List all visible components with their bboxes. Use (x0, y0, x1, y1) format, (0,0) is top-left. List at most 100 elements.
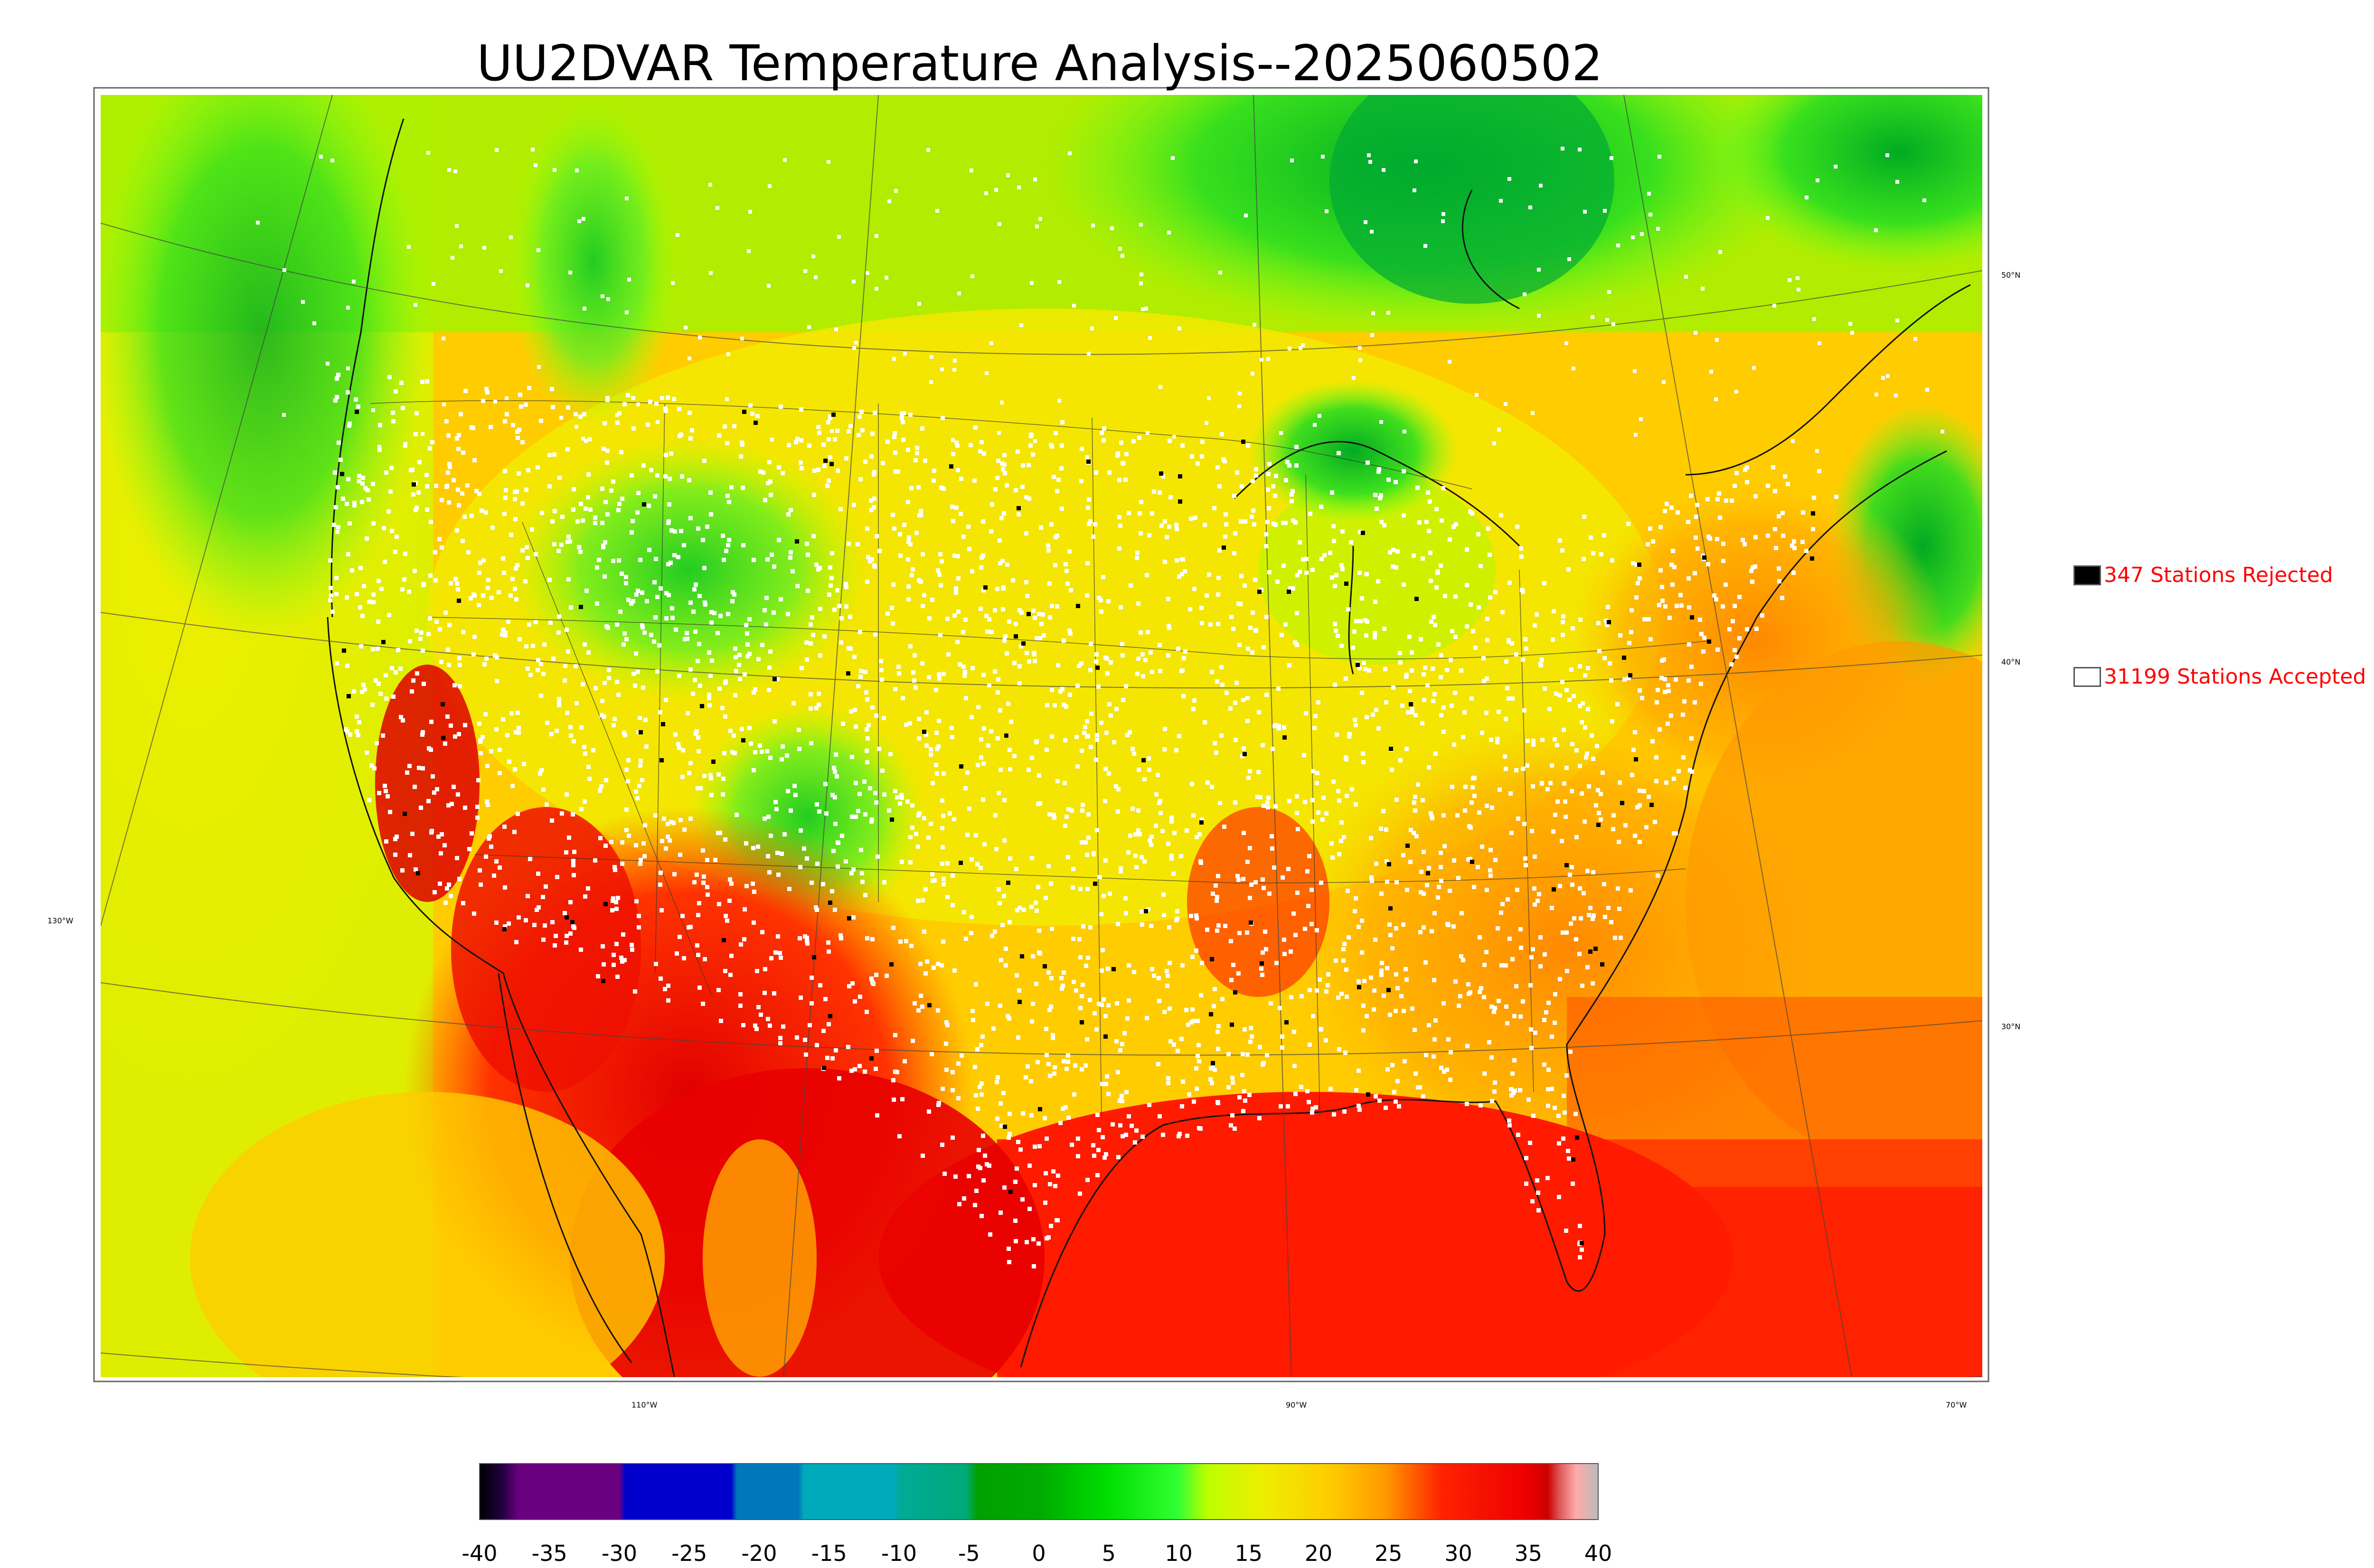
station-marker (1191, 813, 1196, 817)
station-marker (537, 248, 540, 252)
station-marker (1249, 1026, 1253, 1030)
station-marker (962, 674, 967, 678)
station-marker (1465, 583, 1469, 587)
station-marker (702, 874, 706, 879)
station-marker (1536, 1191, 1540, 1195)
station-marker (690, 428, 694, 432)
station-marker (1642, 789, 1646, 793)
station-marker (810, 976, 814, 980)
station-marker (1141, 674, 1145, 678)
station-marker (1351, 646, 1355, 650)
station-marker (970, 169, 973, 172)
station-marker (596, 974, 600, 978)
station-marker (1021, 1111, 1025, 1116)
station-marker (1319, 557, 1324, 561)
station-marker (534, 552, 538, 556)
station-marker (708, 674, 713, 678)
station-marker (1177, 574, 1181, 579)
station-marker (1316, 700, 1320, 704)
station-marker (638, 558, 642, 562)
station-marker (1211, 1061, 1215, 1065)
station-marker (456, 447, 461, 451)
station-marker (1445, 922, 1450, 926)
station-marker (939, 486, 943, 490)
station-marker (1140, 910, 1144, 914)
station-marker (963, 618, 968, 622)
station-marker (980, 440, 984, 444)
station-marker (1149, 835, 1154, 839)
station-marker (1097, 875, 1102, 879)
station-marker (1220, 432, 1224, 436)
station-marker (578, 550, 583, 554)
station-marker (957, 1202, 961, 1206)
station-marker (1574, 835, 1579, 839)
station-marker (1531, 739, 1536, 743)
station-marker (1582, 515, 1586, 519)
station-marker (357, 720, 361, 724)
station-marker (1665, 502, 1669, 506)
station-marker (1373, 635, 1377, 639)
station-marker (1413, 1028, 1417, 1032)
station-marker (438, 882, 442, 886)
station-marker (431, 774, 435, 779)
station-marker (804, 1052, 808, 1057)
station-marker (776, 934, 780, 939)
station-marker (942, 882, 946, 886)
station-marker (1196, 1054, 1200, 1058)
station-marker (856, 684, 860, 688)
station-marker (524, 403, 528, 407)
station-marker (1017, 1000, 1022, 1004)
station-marker (622, 958, 627, 962)
station-marker (1401, 853, 1405, 857)
station-marker (1089, 745, 1093, 749)
station-marker (1470, 860, 1474, 864)
station-marker (1599, 792, 1603, 796)
station-marker (416, 871, 420, 875)
station-marker (1547, 707, 1552, 711)
station-marker (1107, 702, 1112, 706)
station-marker (1046, 544, 1050, 548)
station-marker (854, 341, 858, 345)
station-marker (1439, 563, 1443, 568)
station-marker (462, 515, 467, 519)
station-marker (1062, 703, 1066, 707)
station-marker (751, 882, 755, 886)
station-marker (1229, 939, 1233, 943)
station-marker (1667, 616, 1672, 620)
station-marker (1072, 980, 1076, 984)
station-marker (872, 472, 876, 477)
station-marker (1203, 720, 1207, 724)
station-marker (1760, 613, 1764, 618)
station-marker (888, 752, 893, 756)
station-marker (603, 574, 607, 579)
station-marker (1766, 484, 1770, 488)
station-marker (1591, 551, 1595, 555)
station-marker (660, 396, 664, 400)
station-marker (1118, 1048, 1122, 1052)
station-marker (1085, 853, 1089, 857)
station-marker (830, 889, 834, 893)
station-marker (1585, 751, 1589, 756)
station-marker (605, 512, 610, 516)
station-marker (1066, 855, 1070, 859)
station-marker (954, 441, 959, 445)
station-marker (1551, 829, 1555, 834)
station-marker (866, 555, 870, 559)
station-marker (420, 380, 424, 384)
station-marker (829, 462, 834, 466)
station-marker (1585, 965, 1590, 969)
station-marker (1295, 794, 1299, 798)
station-marker (941, 416, 945, 420)
station-marker (495, 679, 499, 683)
station-marker (853, 1067, 857, 1071)
station-marker (1230, 1076, 1234, 1080)
station-marker (401, 406, 405, 410)
station-marker (1649, 213, 1652, 216)
station-marker (1405, 844, 1410, 848)
station-marker (725, 494, 730, 498)
station-marker (559, 416, 563, 420)
station-marker (534, 620, 538, 624)
station-marker (1048, 1074, 1052, 1078)
station-marker (1184, 1008, 1188, 1012)
station-marker (1171, 156, 1175, 160)
